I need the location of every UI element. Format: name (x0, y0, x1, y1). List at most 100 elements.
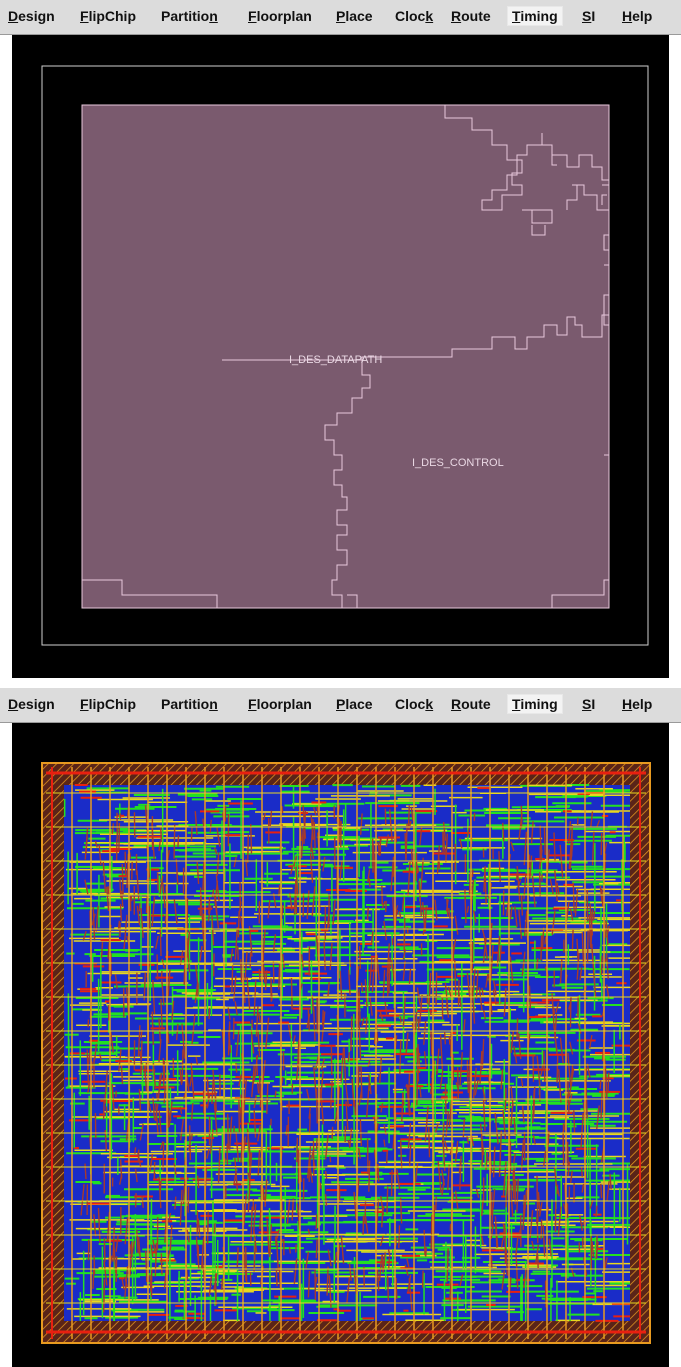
wire-segment (450, 1030, 452, 1057)
wire-segment (530, 821, 534, 844)
wire-segment (381, 900, 386, 909)
wire-segment (416, 1073, 419, 1106)
wire-segment (313, 1066, 318, 1099)
menu-flipchip[interactable]: FlipChip (80, 8, 136, 24)
menu-place[interactable]: Place (336, 696, 373, 712)
wire-segment (179, 1068, 183, 1085)
wire-segment (82, 930, 87, 941)
menu-si[interactable]: SI (582, 8, 596, 24)
wire-segment (457, 979, 460, 1007)
menu-design[interactable]: Design (8, 8, 55, 24)
wire-segment (234, 927, 238, 960)
wire-segment (244, 951, 248, 981)
menu-route[interactable]: Route (451, 8, 491, 24)
wire-segment (315, 1088, 318, 1124)
wire-segment (483, 938, 488, 960)
wire-segment (197, 1218, 201, 1238)
wire-segment (603, 853, 607, 874)
menu-timing[interactable]: Timing (507, 6, 563, 26)
wire-segment (183, 951, 186, 985)
wire-segment (444, 982, 449, 1009)
menu-route[interactable]: Route (451, 696, 491, 712)
wire-segment (266, 1219, 270, 1255)
wire-segment (536, 958, 539, 970)
wire-segment (448, 907, 451, 919)
layout-canvas[interactable]: I_DES_DATAPATH I_DES_CONTROL (12, 35, 669, 678)
wire-segment (179, 1106, 183, 1115)
menu-flipchip[interactable]: FlipChip (80, 696, 136, 712)
wire-segment (586, 1063, 591, 1078)
wire-segment (236, 946, 239, 960)
wire-segment (351, 1078, 355, 1107)
wire-segment (131, 1241, 136, 1254)
wire-segment (510, 1103, 514, 1127)
wire-segment (158, 1176, 162, 1209)
menu-help[interactable]: Help (622, 8, 653, 24)
wire-segment (233, 1171, 237, 1185)
menu-floorplan[interactable]: Floorplan (248, 696, 312, 712)
wire-segment (536, 1197, 539, 1224)
wire-segment (243, 1193, 248, 1226)
layout-canvas[interactable] (12, 723, 669, 1367)
wire-segment (191, 1014, 196, 1044)
wire-segment (252, 1204, 257, 1235)
wire-segment (601, 888, 604, 907)
routed-layout-svg (41, 762, 651, 1344)
wire-segment (568, 1081, 573, 1097)
wire-segment (600, 1183, 603, 1199)
wire-segment (230, 948, 234, 962)
wire-segment (213, 847, 218, 855)
menu-clock[interactable]: Clock (395, 696, 434, 712)
wire-segment (371, 958, 376, 993)
wire-segment (578, 1215, 584, 1231)
wire-segment (401, 896, 405, 912)
wire-segment (492, 1146, 496, 1178)
wire-segment (211, 915, 215, 946)
wire-segment (214, 898, 220, 929)
wire-segment (155, 935, 159, 949)
wire-segment (216, 852, 220, 876)
wire-segment (311, 886, 316, 917)
menu-partition[interactable]: Partition (161, 696, 218, 712)
wire-segment (388, 1257, 391, 1271)
wire-segment (212, 1069, 217, 1100)
wire-segment (134, 1147, 137, 1154)
wire-segment (136, 1229, 140, 1254)
wire-segment (233, 856, 237, 868)
wire-segment (286, 1199, 291, 1224)
menu-clock[interactable]: Clock (395, 8, 434, 24)
wire-segment (190, 1062, 195, 1099)
wire-segment (459, 838, 463, 849)
wire-segment (308, 1161, 313, 1183)
wire-segment (329, 942, 333, 971)
wire-segment (158, 840, 161, 852)
wire-segment (93, 1221, 97, 1237)
wire-segment (605, 920, 609, 945)
wire-segment (416, 865, 420, 872)
menu-si[interactable]: SI (582, 696, 596, 712)
wire-segment (432, 1204, 436, 1237)
wire-segment (513, 1165, 516, 1195)
wire-segment (278, 1267, 282, 1289)
wire-segment (572, 882, 575, 913)
wire-segment (206, 1211, 209, 1245)
menu-design[interactable]: Design (8, 696, 55, 712)
menu-help[interactable]: Help (622, 696, 653, 712)
menu-floorplan[interactable]: Floorplan (248, 8, 312, 24)
wire-segment (323, 941, 326, 971)
wire-segment (500, 1239, 504, 1248)
menu-partition[interactable]: Partition (161, 8, 218, 24)
wire-segment (557, 1206, 562, 1237)
wire-segment (456, 1067, 460, 1099)
wire-segment (428, 1127, 431, 1158)
menu-place[interactable]: Place (336, 8, 373, 24)
menu-timing[interactable]: Timing (507, 694, 563, 714)
wire-segment (554, 1014, 558, 1040)
wire-segment (478, 987, 483, 1011)
power-ring-outer (41, 762, 651, 1344)
wire-segment (536, 1055, 541, 1086)
wire-segment (102, 1279, 106, 1313)
wire-segment (186, 1229, 190, 1243)
wire-segment (339, 860, 343, 880)
wire-segment (586, 930, 589, 963)
